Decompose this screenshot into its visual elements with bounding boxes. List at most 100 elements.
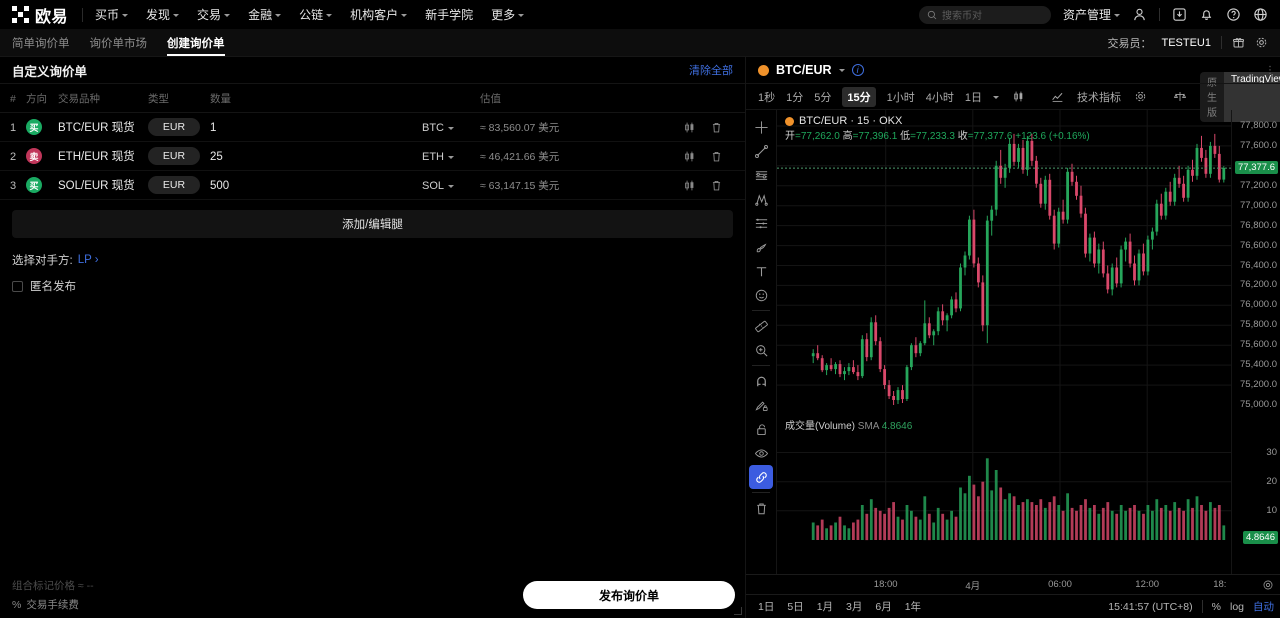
ruler-icon[interactable] [749, 314, 773, 338]
quantity-input[interactable] [210, 122, 410, 134]
compare-icon[interactable] [1171, 90, 1189, 103]
candlestick-icon[interactable] [683, 121, 696, 134]
quantity-input[interactable] [210, 180, 410, 192]
panel-menu-icon[interactable]: ⋮ [1265, 64, 1276, 76]
time-axis[interactable]: 18:00 4月 06:00 12:00 18: [746, 574, 1280, 594]
brush-icon[interactable] [749, 235, 773, 259]
delete-icon[interactable] [710, 150, 723, 163]
timeframe-1s[interactable]: 1秒 [758, 91, 776, 104]
assets-menu[interactable]: 资产管理 [1063, 6, 1120, 23]
tab-rfq-market[interactable]: 询价单市场 [90, 29, 148, 56]
timeframe-1m[interactable]: 1分 [786, 91, 804, 104]
delete-icon[interactable] [710, 121, 723, 134]
type-select[interactable]: EUR [148, 176, 200, 194]
currency-select[interactable]: SOL [422, 180, 455, 192]
eye-icon[interactable] [749, 441, 773, 465]
range-3m[interactable]: 3月 [846, 601, 863, 613]
nav-item-institutional[interactable]: 机构客户 [350, 6, 408, 23]
range-6m[interactable]: 6月 [875, 601, 892, 613]
currency-label: SOL [422, 180, 445, 192]
view-mode-tradingview[interactable]: TradingView [1224, 71, 1280, 122]
chart-panel: BTC/EUR i ⋮ 1秒 1分 5分 15分 1小时 4小时 1日 技术指标 [745, 57, 1280, 618]
lock-icon[interactable] [749, 417, 773, 441]
clear-all-button[interactable]: 清除全部 [689, 65, 733, 77]
zoom-icon[interactable] [749, 338, 773, 362]
valuation-value: ≈ 46,421.66 美元 [480, 150, 560, 163]
timeframe-1d[interactable]: 1日 [964, 91, 982, 104]
timeframe-15m[interactable]: 15分 [842, 86, 876, 107]
horizontal-lines-icon[interactable] [749, 163, 773, 187]
range-5d[interactable]: 5日 [787, 601, 804, 613]
nav-item-discover[interactable]: 发现 [146, 6, 180, 23]
timezone-settings-icon[interactable] [1262, 579, 1274, 591]
chevron-down-icon [224, 13, 231, 17]
magnet-icon[interactable] [749, 369, 773, 393]
side-badge[interactable]: 买 [26, 177, 42, 193]
okx-logo[interactable]: 欧易 [12, 3, 68, 27]
long-position-icon[interactable] [749, 211, 773, 235]
volume-label: 成交量(Volume) [785, 421, 856, 432]
range-1m[interactable]: 1月 [816, 601, 834, 613]
nav-item-academy[interactable]: 新手学院 [425, 6, 473, 23]
side-badge[interactable]: 买 [26, 119, 42, 135]
chevron-down-icon[interactable] [993, 95, 999, 99]
nav-item-buy-crypto[interactable]: 买币 [95, 6, 129, 23]
currency-select[interactable]: BTC [422, 122, 454, 134]
quantity-input[interactable] [210, 151, 410, 163]
nav-item-finance[interactable]: 金融 [248, 6, 282, 23]
trash-icon[interactable] [749, 496, 773, 520]
auto-scale-button[interactable]: 自动 [1253, 601, 1274, 613]
globe-icon[interactable] [1253, 7, 1268, 22]
candlestick-icon[interactable] [683, 179, 696, 192]
price-tick: 75,600.0 [1240, 339, 1277, 351]
timeframe-1h[interactable]: 1小时 [886, 91, 915, 104]
download-icon[interactable] [1172, 7, 1187, 22]
chevron-right-icon[interactable]: › [120, 122, 124, 134]
counterparty-select[interactable]: LP › [77, 254, 99, 266]
tab-simple-rfq[interactable]: 简单询价单 [12, 29, 70, 56]
nav-item-chain[interactable]: 公链 [299, 6, 333, 23]
pencil-lock-icon[interactable] [749, 393, 773, 417]
timeframe-5m[interactable]: 5分 [814, 91, 832, 104]
tab-create-rfq[interactable]: 创建询价单 [167, 29, 225, 56]
user-icon[interactable] [1132, 7, 1147, 22]
publish-rfq-button[interactable]: 发布询价单 [523, 581, 735, 609]
text-icon[interactable] [749, 259, 773, 283]
settings-icon[interactable] [1255, 36, 1268, 49]
side-badge[interactable]: 卖 [26, 148, 42, 164]
chevron-down-icon[interactable] [838, 69, 845, 72]
emoji-icon[interactable] [749, 283, 773, 307]
chart-plot-area[interactable]: BTC/EUR · 15 · OKX 开=77,262.0 高=77,396.1… [777, 110, 1232, 574]
help-icon[interactable] [1226, 7, 1241, 22]
add-edit-leg-button[interactable]: 添加/编辑腿 [12, 210, 733, 238]
log-scale-button[interactable]: log [1229, 600, 1244, 613]
link-icon[interactable] [749, 465, 773, 489]
indicators-label[interactable]: 技术指标 [1077, 91, 1121, 104]
search-input[interactable]: 搜索币对 [918, 5, 1051, 24]
chevron-right-icon[interactable]: › [120, 180, 124, 192]
currency-select[interactable]: ETH [422, 151, 454, 163]
gear-icon[interactable] [1132, 90, 1149, 103]
candlestick-type-icon[interactable] [1010, 90, 1027, 103]
range-1y[interactable]: 1年 [904, 601, 922, 613]
fib-pattern-icon[interactable] [749, 187, 773, 211]
percent-scale-button[interactable]: % [1211, 600, 1221, 613]
indicators-icon[interactable] [1049, 90, 1066, 103]
timeframe-4h[interactable]: 4小时 [925, 91, 954, 104]
nav-item-trade[interactable]: 交易 [197, 6, 231, 23]
bell-icon[interactable] [1199, 7, 1214, 22]
crosshair-icon[interactable] [749, 115, 773, 139]
resize-grip[interactable] [734, 607, 742, 615]
gift-icon[interactable] [1232, 36, 1245, 49]
trendline-icon[interactable] [749, 139, 773, 163]
range-1d[interactable]: 1日 [758, 601, 775, 613]
nav-item-more[interactable]: 更多 [491, 6, 525, 23]
chevron-right-icon[interactable]: › [120, 151, 124, 163]
type-select[interactable]: EUR [148, 147, 200, 165]
candlestick-icon[interactable] [683, 150, 696, 163]
anonymous-checkbox[interactable] [12, 280, 23, 292]
price-axis[interactable]: 77,800.077,600.077,400.077,200.077,000.0… [1231, 110, 1280, 574]
delete-icon[interactable] [710, 179, 723, 192]
info-icon[interactable]: i [851, 64, 864, 76]
type-select[interactable]: EUR [148, 118, 200, 136]
